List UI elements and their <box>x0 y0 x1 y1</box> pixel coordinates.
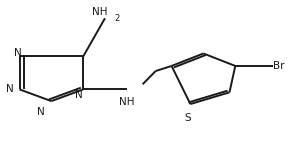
Text: N: N <box>6 84 13 94</box>
Text: NH: NH <box>119 97 134 107</box>
Text: S: S <box>184 113 191 123</box>
Text: N: N <box>75 90 83 99</box>
Text: NH: NH <box>92 7 108 17</box>
Text: Br: Br <box>273 61 285 71</box>
Text: 2: 2 <box>114 14 119 23</box>
Text: N: N <box>14 49 22 58</box>
Text: N: N <box>37 107 45 117</box>
